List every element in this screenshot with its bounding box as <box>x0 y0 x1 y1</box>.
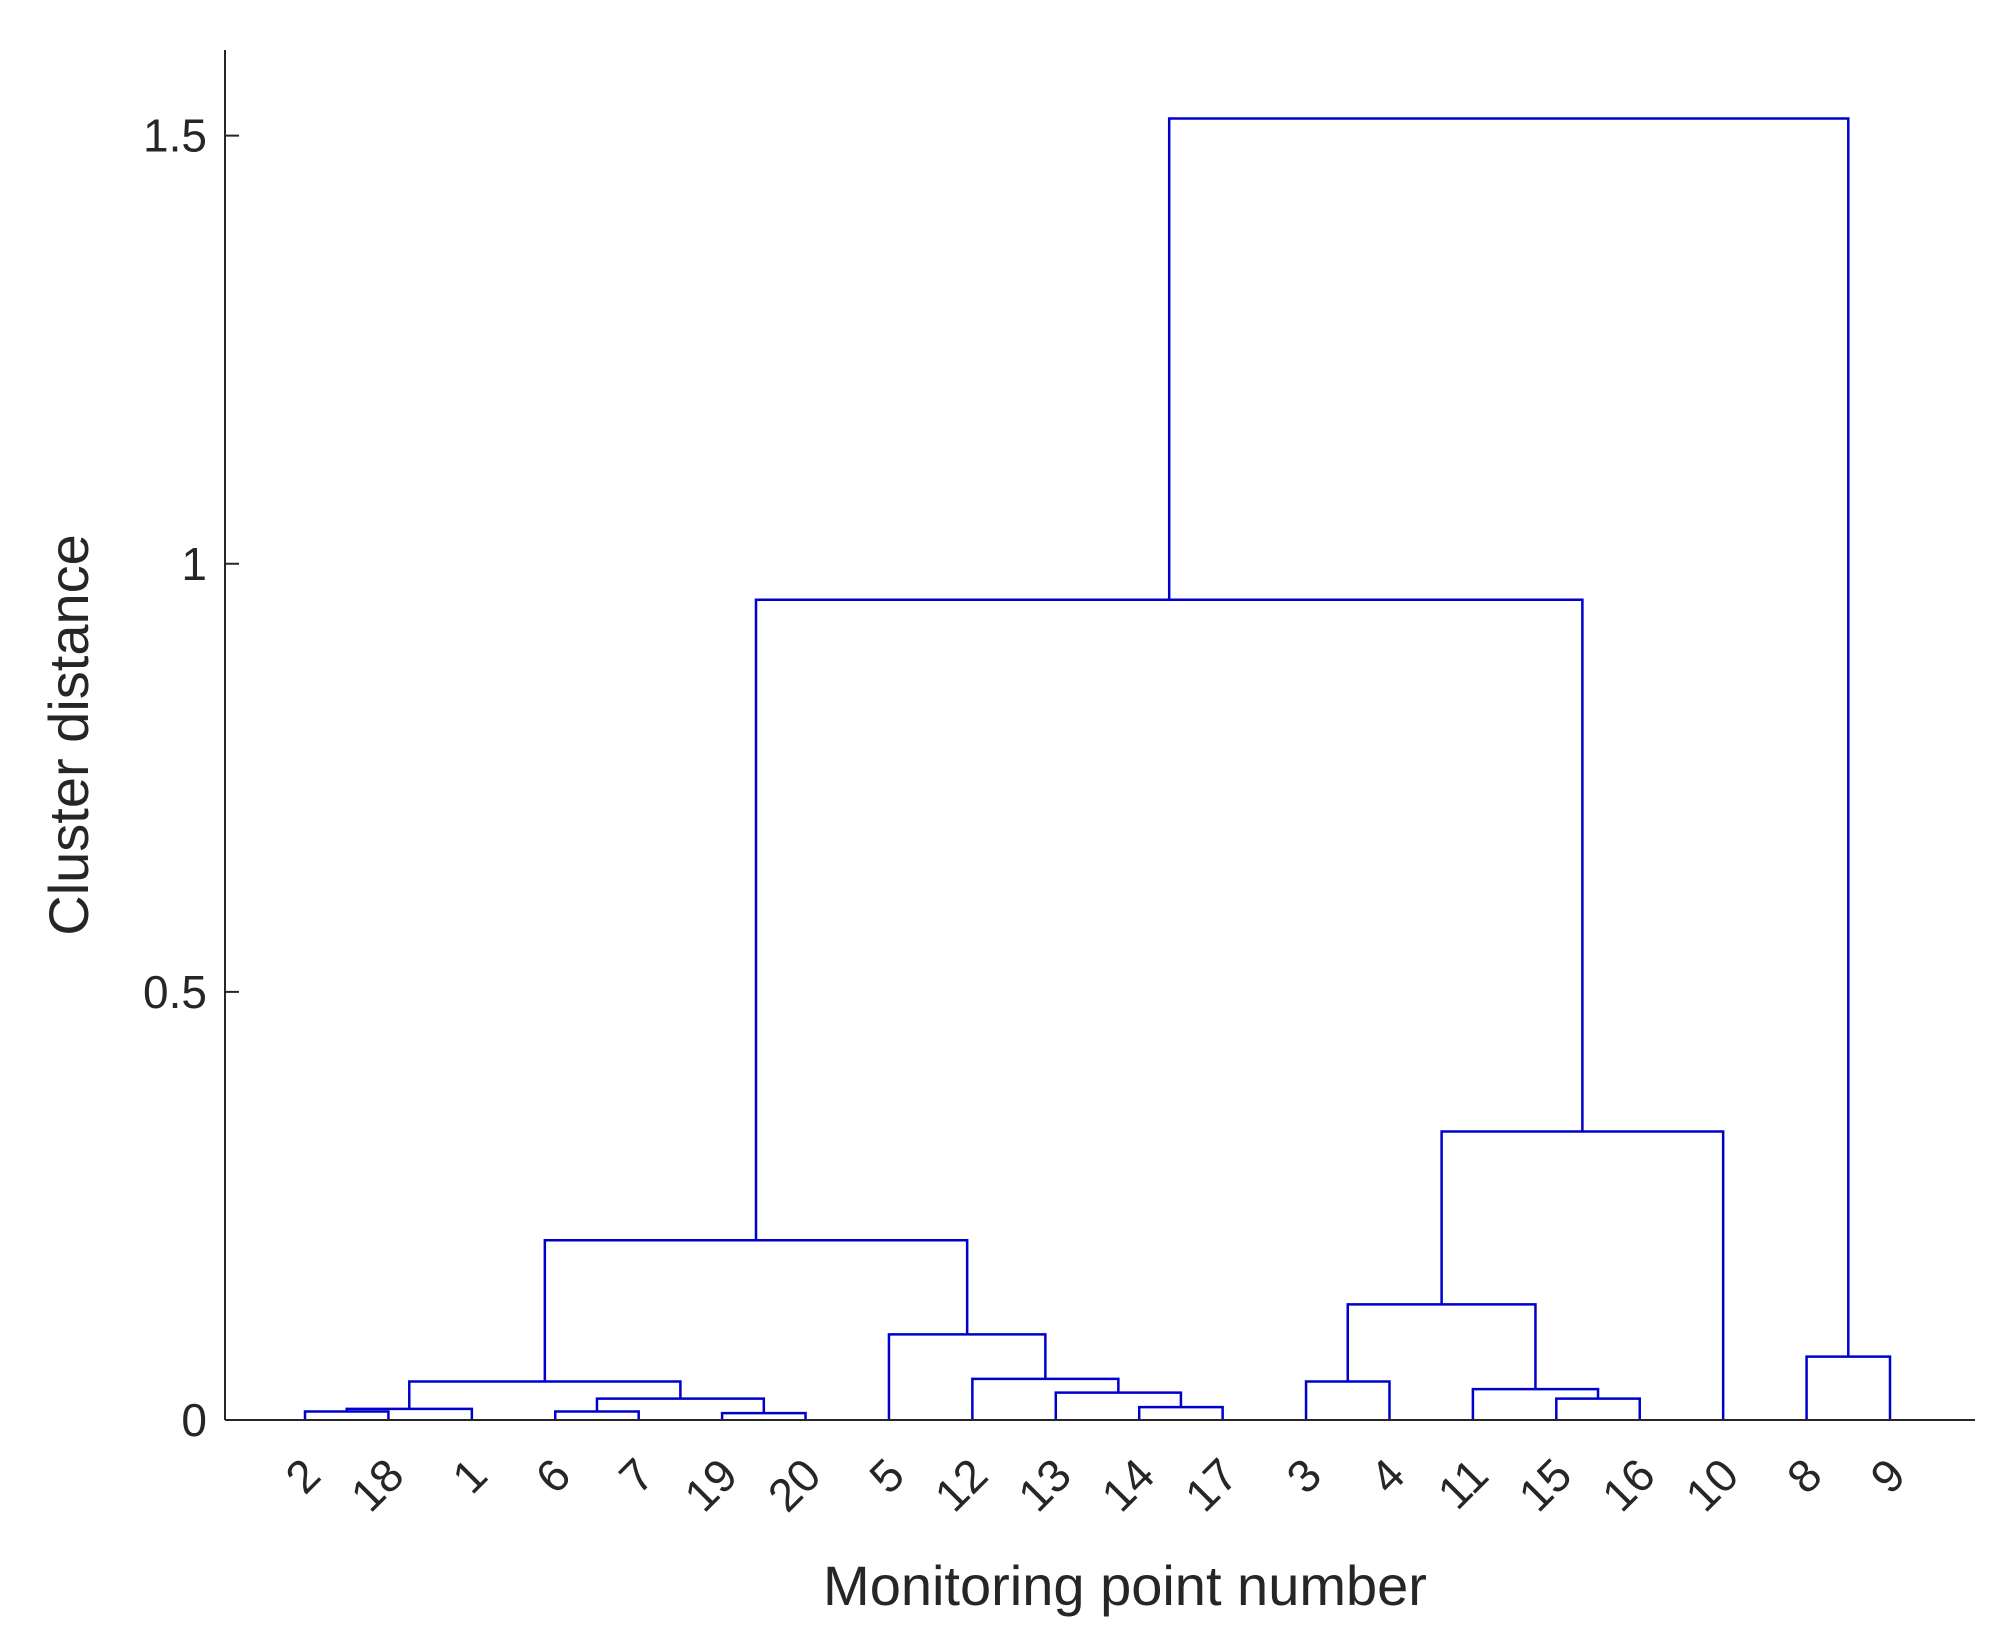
leaf-label: 13 <box>1008 1448 1081 1521</box>
leaf-label: 8 <box>1777 1448 1832 1503</box>
dendrogram-link <box>1304 1380 1391 1420</box>
y-axis-ticks: 0 0.5 1 1.5 <box>143 110 239 1446</box>
leaf-label: 5 <box>859 1448 914 1503</box>
leaf-label: 11 <box>1427 1448 1498 1519</box>
leaf-label: 12 <box>924 1448 997 1521</box>
dendrogram-link <box>887 1333 1047 1420</box>
leaf-label: 4 <box>1360 1448 1415 1503</box>
dendrogram-link <box>1137 1405 1224 1420</box>
x-axis-leaf-labels: 2 18 1 6 7 19 20 5 12 13 14 17 3 4 11 15 16 10 8 9 <box>275 1448 1915 1521</box>
dendrogram-link <box>543 1238 969 1382</box>
dendrogram-link <box>1805 1355 1892 1420</box>
leaf-label: 15 <box>1508 1448 1581 1521</box>
x-axis-title: Monitoring point number <box>823 1554 1427 1617</box>
leaf-label: 1 <box>442 1448 497 1503</box>
y-tick-label: 0.5 <box>143 966 207 1018</box>
dendrogram-link <box>1440 1130 1725 1420</box>
y-axis-title: Cluster distance <box>37 534 100 936</box>
leaf-label: 2 <box>275 1448 330 1503</box>
y-tick-label: 0 <box>181 1394 207 1446</box>
leaf-label: 19 <box>674 1448 747 1521</box>
leaf-label: 10 <box>1675 1448 1748 1521</box>
leaf-label: 6 <box>525 1448 580 1503</box>
dendrogram-link <box>408 1380 682 1409</box>
leaf-label: 3 <box>1276 1448 1331 1503</box>
leaf-label: 9 <box>1860 1448 1915 1503</box>
dendrogram-link <box>754 598 1584 1241</box>
dendrogram-links <box>303 117 1892 1420</box>
dendrogram-link <box>1346 1303 1537 1390</box>
leaf-label: 18 <box>341 1448 414 1521</box>
leaf-label: 20 <box>758 1448 831 1521</box>
dendrogram-link <box>345 1407 474 1420</box>
leaf-label: 7 <box>609 1448 664 1503</box>
dendrogram-link <box>720 1411 807 1420</box>
dendrogram-link <box>303 1410 390 1420</box>
dendrogram-link <box>554 1410 640 1420</box>
leaf-label: 16 <box>1592 1448 1665 1521</box>
dendrogram-link <box>971 1377 1120 1420</box>
dendrogram-link <box>1471 1387 1600 1420</box>
y-tick-label: 1 <box>181 538 207 590</box>
leaf-label: 17 <box>1175 1448 1248 1521</box>
y-tick-label: 1.5 <box>143 110 207 162</box>
dendrogram-link <box>1167 117 1850 1357</box>
dendrogram-link <box>1555 1397 1641 1420</box>
axes <box>224 50 1975 1421</box>
leaf-label: 14 <box>1091 1448 1164 1521</box>
